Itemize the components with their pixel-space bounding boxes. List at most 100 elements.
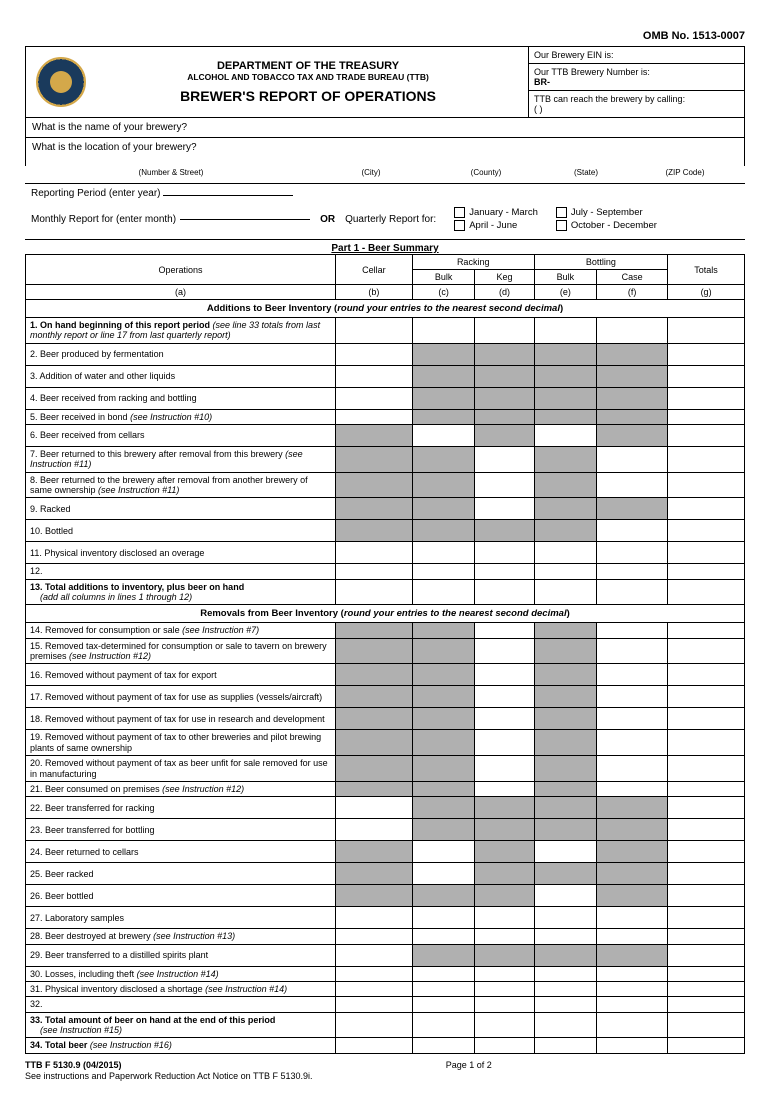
data-cell[interactable] bbox=[475, 797, 534, 819]
data-cell[interactable] bbox=[475, 781, 534, 796]
data-cell[interactable] bbox=[668, 797, 745, 819]
data-cell[interactable] bbox=[412, 997, 475, 1012]
data-cell[interactable] bbox=[336, 409, 413, 424]
data-cell[interactable] bbox=[336, 579, 413, 605]
data-cell[interactable] bbox=[597, 343, 668, 365]
data-cell[interactable] bbox=[412, 387, 475, 409]
data-cell[interactable] bbox=[412, 409, 475, 424]
data-cell[interactable] bbox=[668, 664, 745, 686]
data-cell[interactable] bbox=[534, 343, 597, 365]
data-cell[interactable] bbox=[534, 841, 597, 863]
data-cell[interactable] bbox=[412, 520, 475, 542]
data-cell[interactable] bbox=[412, 318, 475, 344]
data-cell[interactable] bbox=[336, 981, 413, 996]
data-cell[interactable] bbox=[412, 498, 475, 520]
data-cell[interactable] bbox=[668, 520, 745, 542]
data-cell[interactable] bbox=[412, 797, 475, 819]
data-cell[interactable] bbox=[336, 819, 413, 841]
data-cell[interactable] bbox=[412, 885, 475, 907]
data-cell[interactable] bbox=[534, 564, 597, 579]
data-cell[interactable] bbox=[475, 997, 534, 1012]
data-cell[interactable] bbox=[412, 981, 475, 996]
data-cell[interactable] bbox=[668, 1012, 745, 1038]
data-cell[interactable] bbox=[597, 708, 668, 730]
data-cell[interactable] bbox=[475, 708, 534, 730]
data-cell[interactable] bbox=[475, 447, 534, 473]
data-cell[interactable] bbox=[475, 409, 534, 424]
data-cell[interactable] bbox=[336, 318, 413, 344]
data-cell[interactable] bbox=[475, 730, 534, 756]
data-cell[interactable] bbox=[412, 472, 475, 498]
data-cell[interactable] bbox=[668, 841, 745, 863]
data-cell[interactable] bbox=[534, 409, 597, 424]
data-cell[interactable] bbox=[475, 579, 534, 605]
data-cell[interactable] bbox=[475, 472, 534, 498]
data-cell[interactable] bbox=[597, 756, 668, 782]
data-cell[interactable] bbox=[336, 686, 413, 708]
data-cell[interactable] bbox=[597, 944, 668, 966]
data-cell[interactable] bbox=[412, 638, 475, 664]
data-cell[interactable] bbox=[336, 520, 413, 542]
data-cell[interactable] bbox=[668, 944, 745, 966]
data-cell[interactable] bbox=[597, 520, 668, 542]
data-cell[interactable] bbox=[668, 885, 745, 907]
data-cell[interactable] bbox=[597, 730, 668, 756]
data-cell[interactable] bbox=[534, 1012, 597, 1038]
data-cell[interactable] bbox=[475, 885, 534, 907]
data-cell[interactable] bbox=[336, 365, 413, 387]
data-cell[interactable] bbox=[534, 797, 597, 819]
data-cell[interactable] bbox=[668, 579, 745, 605]
data-cell[interactable] bbox=[597, 387, 668, 409]
data-cell[interactable] bbox=[597, 819, 668, 841]
q4-check[interactable]: October - December bbox=[556, 220, 657, 231]
data-cell[interactable] bbox=[412, 944, 475, 966]
data-cell[interactable] bbox=[475, 686, 534, 708]
data-cell[interactable] bbox=[597, 409, 668, 424]
data-cell[interactable] bbox=[534, 944, 597, 966]
data-cell[interactable] bbox=[336, 343, 413, 365]
data-cell[interactable] bbox=[534, 885, 597, 907]
data-cell[interactable] bbox=[336, 863, 413, 885]
data-cell[interactable] bbox=[534, 425, 597, 447]
data-cell[interactable] bbox=[597, 863, 668, 885]
data-cell[interactable] bbox=[534, 498, 597, 520]
data-cell[interactable] bbox=[412, 756, 475, 782]
data-cell[interactable] bbox=[597, 318, 668, 344]
data-cell[interactable] bbox=[534, 907, 597, 929]
month-input[interactable] bbox=[180, 219, 310, 220]
data-cell[interactable] bbox=[336, 638, 413, 664]
data-cell[interactable] bbox=[336, 1038, 413, 1053]
data-cell[interactable] bbox=[336, 841, 413, 863]
data-cell[interactable] bbox=[668, 730, 745, 756]
data-cell[interactable] bbox=[475, 425, 534, 447]
data-cell[interactable] bbox=[668, 929, 745, 944]
data-cell[interactable] bbox=[412, 966, 475, 981]
data-cell[interactable] bbox=[336, 756, 413, 782]
checkbox-icon[interactable] bbox=[454, 220, 465, 231]
data-cell[interactable] bbox=[597, 997, 668, 1012]
data-cell[interactable] bbox=[597, 623, 668, 638]
data-cell[interactable] bbox=[668, 498, 745, 520]
data-cell[interactable] bbox=[534, 1038, 597, 1053]
data-cell[interactable] bbox=[534, 387, 597, 409]
data-cell[interactable] bbox=[412, 819, 475, 841]
data-cell[interactable] bbox=[336, 387, 413, 409]
data-cell[interactable] bbox=[597, 664, 668, 686]
data-cell[interactable] bbox=[475, 520, 534, 542]
data-cell[interactable] bbox=[534, 447, 597, 473]
data-cell[interactable] bbox=[668, 708, 745, 730]
data-cell[interactable] bbox=[336, 944, 413, 966]
data-cell[interactable] bbox=[412, 564, 475, 579]
data-cell[interactable] bbox=[597, 841, 668, 863]
data-cell[interactable] bbox=[597, 907, 668, 929]
data-cell[interactable] bbox=[475, 498, 534, 520]
data-cell[interactable] bbox=[475, 819, 534, 841]
data-cell[interactable] bbox=[534, 623, 597, 638]
data-cell[interactable] bbox=[668, 686, 745, 708]
data-cell[interactable] bbox=[412, 365, 475, 387]
data-cell[interactable] bbox=[597, 579, 668, 605]
data-cell[interactable] bbox=[412, 343, 475, 365]
data-cell[interactable] bbox=[336, 730, 413, 756]
checkbox-icon[interactable] bbox=[454, 207, 465, 218]
data-cell[interactable] bbox=[412, 863, 475, 885]
